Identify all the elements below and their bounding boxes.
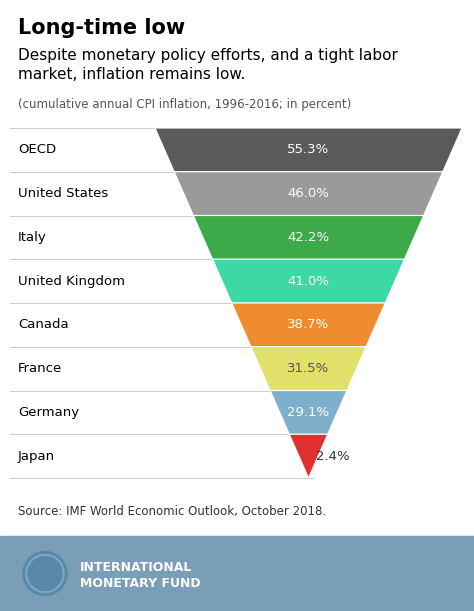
Polygon shape: [193, 216, 424, 259]
Text: Long-time low: Long-time low: [18, 18, 185, 38]
Polygon shape: [212, 259, 404, 303]
Text: 38.7%: 38.7%: [287, 318, 329, 331]
Text: 46.0%: 46.0%: [288, 187, 329, 200]
Polygon shape: [270, 390, 347, 434]
Text: Japan: Japan: [18, 450, 55, 463]
Polygon shape: [251, 347, 366, 390]
Text: INTERNATIONAL: INTERNATIONAL: [80, 561, 192, 574]
Text: France: France: [18, 362, 62, 375]
Polygon shape: [232, 303, 385, 347]
Text: United Kingdom: United Kingdom: [18, 274, 125, 288]
Polygon shape: [174, 172, 443, 216]
Text: 41.0%: 41.0%: [288, 274, 329, 288]
Text: Despite monetary policy efforts, and a tight labor
market, inflation remains low: Despite monetary policy efforts, and a t…: [18, 48, 398, 82]
Text: Canada: Canada: [18, 318, 69, 331]
Text: Source: IMF World Economic Outlook, October 2018.: Source: IMF World Economic Outlook, Octo…: [18, 505, 326, 518]
Circle shape: [23, 552, 67, 596]
Polygon shape: [289, 434, 328, 478]
Text: United States: United States: [18, 187, 108, 200]
Text: (cumulative annual CPI inflation, 1996-2016; in percent): (cumulative annual CPI inflation, 1996-2…: [18, 98, 351, 111]
Text: Italy: Italy: [18, 231, 47, 244]
Text: 29.1%: 29.1%: [287, 406, 329, 419]
Text: Germany: Germany: [18, 406, 79, 419]
Text: 2.4%: 2.4%: [317, 450, 350, 463]
Text: 31.5%: 31.5%: [287, 362, 329, 375]
Text: MONETARY FUND: MONETARY FUND: [80, 577, 201, 590]
Bar: [0, 536, 474, 611]
Text: OECD: OECD: [18, 144, 56, 156]
Text: 42.2%: 42.2%: [287, 231, 329, 244]
Text: 55.3%: 55.3%: [287, 144, 329, 156]
Polygon shape: [155, 128, 462, 172]
